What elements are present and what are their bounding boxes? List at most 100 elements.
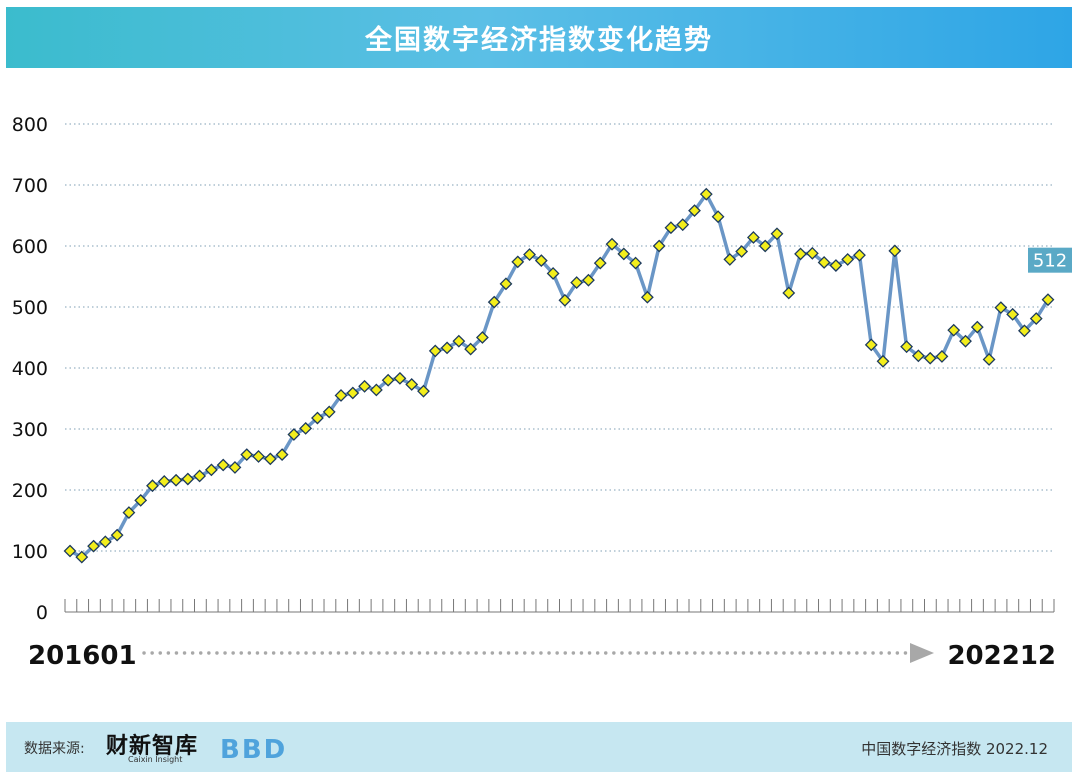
- data-point: [923, 351, 937, 365]
- y-tick-label: 700: [12, 175, 48, 197]
- data-point: [311, 411, 324, 425]
- data-point: [864, 338, 878, 352]
- data-point: [534, 254, 548, 268]
- caixin-logo: 财新智库 Caixin Insight: [106, 728, 206, 768]
- data-point: [699, 187, 713, 201]
- data-point: [110, 528, 124, 542]
- data-point: [758, 239, 772, 253]
- last-value-callout: 512: [1028, 247, 1072, 273]
- timeline-arrow-head: [910, 643, 934, 663]
- data-point: [275, 448, 289, 462]
- data-point: [475, 331, 489, 344]
- data-point: [593, 256, 607, 270]
- data-point: [617, 247, 631, 261]
- index-caption: 中国数字经济指数 2022.12: [861, 740, 1048, 758]
- data-point: [417, 384, 430, 398]
- data-point: [487, 295, 501, 309]
- data-point: [452, 334, 466, 348]
- data-point: [888, 244, 902, 258]
- y-axis-ticks: 0 100 200 300 400 500 600 700 800: [12, 114, 48, 624]
- data-point: [805, 246, 819, 260]
- data-point: [75, 550, 89, 564]
- data-point: [240, 448, 254, 462]
- bbd-logo: BBD: [220, 735, 287, 762]
- data-point: [959, 334, 972, 348]
- title-bar: 全国数字经济指数变化趋势: [6, 7, 1072, 68]
- y-tick-label: 600: [12, 236, 48, 258]
- data-point: [841, 253, 855, 266]
- data-point: [440, 341, 454, 355]
- y-tick-label: 100: [12, 541, 48, 563]
- data-point: [228, 461, 242, 474]
- data-point: [629, 256, 643, 270]
- data-point: [181, 472, 195, 486]
- data-point: [252, 450, 265, 463]
- data-point: [711, 210, 725, 224]
- x-start-label: 201601: [28, 641, 137, 671]
- data-point: [169, 473, 183, 487]
- caixin-logo-text: 财新智库: [106, 734, 199, 759]
- y-tick-label: 800: [12, 114, 48, 136]
- series-line: [68, 192, 1050, 559]
- data-point: [1006, 307, 1020, 321]
- data-point: [381, 373, 395, 387]
- data-point: [287, 428, 301, 441]
- series-line-path: [68, 192, 1050, 559]
- y-tick-label: 0: [36, 602, 48, 624]
- data-point: [334, 389, 348, 402]
- last-value-badge: [1028, 247, 1072, 273]
- data-point: [652, 239, 666, 253]
- data-point: [464, 342, 478, 356]
- y-tick-label: 300: [12, 419, 48, 441]
- data-point: [146, 479, 159, 493]
- data-point: [216, 458, 230, 472]
- data-point: [358, 379, 371, 393]
- data-point: [664, 221, 678, 235]
- data-point: [911, 349, 925, 363]
- data-point: [428, 344, 442, 358]
- data-point: [747, 231, 760, 244]
- data-point: [63, 544, 77, 558]
- data-point: [582, 273, 595, 287]
- data-point: [994, 301, 1008, 315]
- source-label: 数据来源:: [24, 741, 85, 757]
- x-range-labels: 201601 202212: [28, 641, 1056, 671]
- data-point: [1041, 293, 1055, 307]
- caixin-logo-subtext: Caixin Insight: [128, 755, 183, 764]
- data-point: [523, 248, 536, 261]
- data-point: [499, 277, 513, 291]
- data-point: [204, 463, 218, 477]
- data-point: [676, 218, 690, 232]
- data-point: [853, 248, 866, 262]
- data-point: [605, 237, 619, 251]
- data-point: [393, 371, 407, 385]
- data-point: [982, 353, 996, 366]
- data-point: [98, 535, 112, 549]
- data-point: [346, 386, 360, 400]
- data-point: [782, 286, 796, 300]
- series-markers: [63, 187, 1055, 564]
- y-tick-label: 500: [12, 297, 48, 319]
- data-point: [794, 247, 807, 261]
- data-point: [735, 245, 749, 258]
- data-point: [688, 204, 701, 218]
- chart-title: 全国数字经济指数变化趋势: [365, 25, 713, 56]
- data-point: [322, 405, 336, 419]
- x-axis: [64, 599, 1055, 613]
- y-tick-label: 200: [12, 480, 48, 502]
- data-point: [134, 493, 148, 507]
- data-point: [947, 323, 961, 337]
- x-end-label: 202212: [947, 641, 1056, 671]
- data-point: [87, 539, 100, 553]
- data-point: [935, 349, 949, 363]
- data-point: [122, 506, 136, 519]
- data-point: [817, 256, 831, 269]
- last-value-text: 512: [1033, 251, 1067, 272]
- bbd-logo-text: BBD: [220, 735, 287, 762]
- data-point: [511, 255, 525, 269]
- data-point: [558, 293, 572, 307]
- data-point: [369, 383, 383, 397]
- data-point: [640, 290, 654, 304]
- data-point: [1018, 324, 1031, 338]
